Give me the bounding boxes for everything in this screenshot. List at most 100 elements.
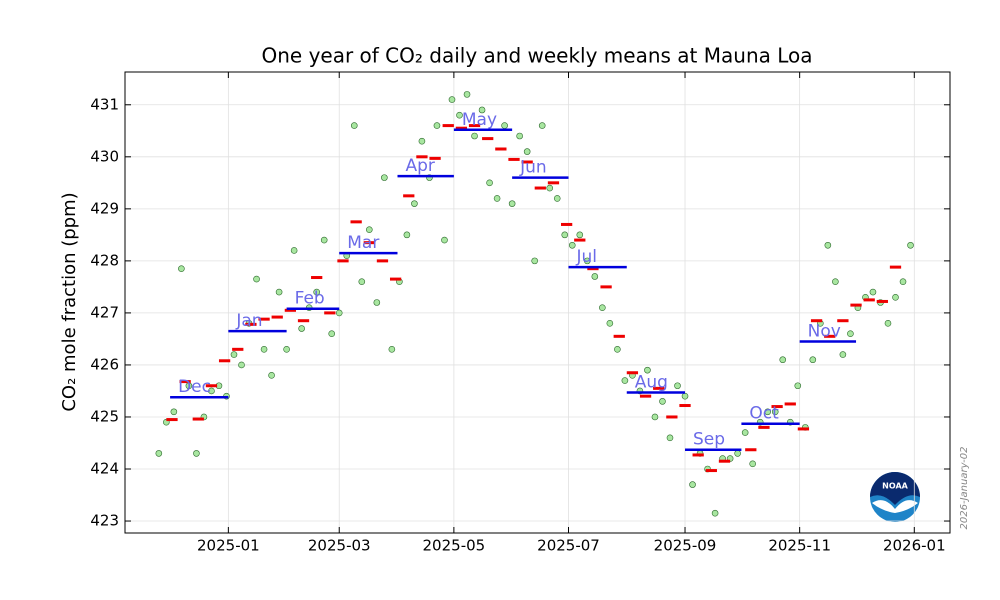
month-label: Sep xyxy=(693,430,725,450)
daily-point xyxy=(403,231,411,239)
month-label: May xyxy=(462,110,497,130)
x-tick-label: 2025-09 xyxy=(654,537,717,555)
daily-point xyxy=(208,387,215,395)
daily-point xyxy=(839,351,847,358)
daily-point xyxy=(794,382,802,390)
daily-point xyxy=(253,275,260,283)
daily-point xyxy=(576,231,584,239)
month-label: Jan xyxy=(235,311,262,331)
daily-point xyxy=(486,179,493,187)
month-label: Mar xyxy=(347,233,379,253)
daily-point xyxy=(275,288,283,296)
daily-point xyxy=(350,122,358,129)
daily-point xyxy=(899,278,907,285)
daily-point xyxy=(373,299,381,306)
daily-point xyxy=(441,236,448,244)
y-tick-label: 426 xyxy=(90,355,119,373)
daily-point xyxy=(546,184,554,192)
daily-point xyxy=(771,408,779,416)
daily-point xyxy=(561,231,569,239)
daily-point xyxy=(290,247,298,254)
daily-point xyxy=(711,509,719,517)
daily-point xyxy=(824,241,832,249)
noaa-logo: NOAA xyxy=(870,472,920,522)
daily-point xyxy=(388,346,396,353)
daily-point xyxy=(644,366,651,374)
date-stamp: 2026-January-02 xyxy=(959,447,970,530)
y-tick-label: 424 xyxy=(90,460,119,478)
daily-point xyxy=(809,356,817,364)
daily-point xyxy=(366,226,373,233)
x-tick-label: 2025-07 xyxy=(537,537,600,555)
x-tick-label: 2025-01 xyxy=(197,537,260,555)
daily-point xyxy=(734,450,741,457)
month-label: Feb xyxy=(295,289,325,309)
y-tick-label: 425 xyxy=(90,407,119,425)
month-label: Aug xyxy=(635,373,668,393)
daily-point xyxy=(674,382,681,390)
daily-point xyxy=(884,320,892,327)
daily-point xyxy=(178,265,185,272)
chart-title: One year of CO₂ daily and weekly means a… xyxy=(261,44,812,68)
y-tick-label: 429 xyxy=(90,199,119,217)
daily-point xyxy=(666,434,674,442)
daily-point xyxy=(681,392,689,400)
daily-point xyxy=(523,148,531,155)
daily-point xyxy=(478,106,486,114)
x-tick-label: 2025-03 xyxy=(308,537,371,555)
daily-point xyxy=(847,330,854,338)
daily-point xyxy=(907,241,914,249)
daily-point xyxy=(591,273,599,280)
daily-point xyxy=(335,309,343,317)
daily-point xyxy=(584,257,591,265)
y-tick-label: 431 xyxy=(90,95,119,113)
logo-top xyxy=(870,472,920,505)
daily-point xyxy=(659,398,666,405)
daily-point xyxy=(418,137,426,145)
daily-point xyxy=(606,320,614,327)
daily-point xyxy=(614,346,621,353)
daily-point xyxy=(238,361,245,369)
logo-text: NOAA xyxy=(882,482,908,491)
plot-frame xyxy=(124,71,951,534)
daily-point xyxy=(764,408,772,416)
month-label: Oct xyxy=(749,404,779,424)
daily-point xyxy=(456,111,463,119)
y-tick-label: 430 xyxy=(90,147,119,165)
daily-point xyxy=(749,460,756,468)
x-tick-label: 2025-11 xyxy=(768,537,831,555)
daily-point xyxy=(501,122,508,129)
daily-point xyxy=(358,278,366,285)
month-label: Apr xyxy=(405,156,434,176)
daily-point xyxy=(268,372,275,379)
daily-point xyxy=(892,293,899,301)
month-label: Dec xyxy=(178,377,211,397)
daily-point xyxy=(538,122,546,129)
daily-point xyxy=(599,304,606,312)
daily-point xyxy=(531,257,538,265)
daily-point xyxy=(320,236,328,244)
daily-point xyxy=(471,132,478,140)
daily-point xyxy=(193,450,200,457)
month-label: Jul xyxy=(576,247,598,267)
daily-point xyxy=(621,377,629,384)
daily-point xyxy=(516,132,523,140)
daily-point xyxy=(568,241,576,249)
daily-point xyxy=(448,96,456,103)
month-label: Jun xyxy=(519,158,547,178)
month-label: Nov xyxy=(808,322,841,342)
y-tick-label: 428 xyxy=(90,251,119,269)
daily-point xyxy=(869,288,877,296)
logo-bird xyxy=(872,500,918,513)
x-tick-label: 2025-05 xyxy=(423,537,486,555)
y-axis-label: CO₂ mole fraction (ppm) xyxy=(59,192,80,411)
daily-point xyxy=(689,481,696,488)
daily-point xyxy=(411,200,418,207)
y-tick-label: 427 xyxy=(90,303,119,321)
daily-point xyxy=(493,195,501,202)
daily-point xyxy=(553,195,561,202)
daily-point xyxy=(230,351,238,358)
daily-point xyxy=(779,356,787,364)
daily-point xyxy=(508,200,516,207)
